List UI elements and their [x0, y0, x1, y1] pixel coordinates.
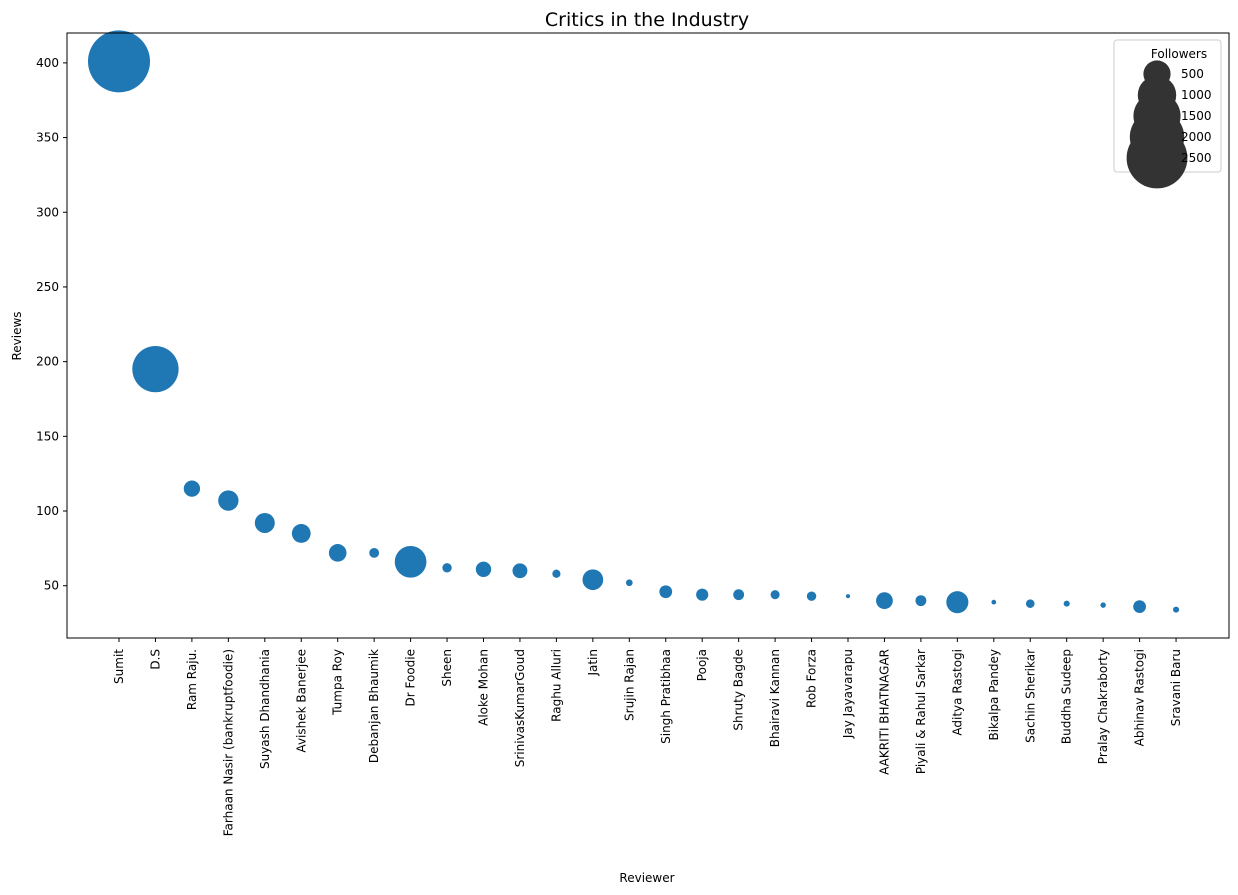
data-point	[218, 490, 239, 511]
y-tick-label: 400	[36, 56, 59, 70]
x-axis: Sumit D.S Ram Raju. Farhaan Nasir (bankrupt…	[112, 638, 1183, 836]
x-tick-label: Tumpa Roy	[331, 649, 345, 716]
x-tick-label: Buddha Sudeep	[1060, 649, 1074, 744]
y-tick-label: 200	[36, 355, 59, 369]
x-axis-title: Reviewer	[619, 871, 674, 885]
x-tick-label: Sheen	[440, 649, 454, 687]
x-tick-label: Sravani Baru	[1169, 649, 1183, 726]
x-tick-label: Piyali & Rahul Sarkar	[914, 649, 928, 774]
x-tick-label: Aditya Rastogi	[950, 649, 964, 736]
x-tick-label: SrinivasKumarGoud	[513, 649, 527, 767]
legend-label: 2000	[1181, 130, 1212, 144]
data-point	[845, 594, 851, 599]
data-point	[876, 592, 893, 610]
data-point	[770, 590, 780, 600]
data-point	[1133, 600, 1146, 614]
data-point	[1025, 599, 1035, 608]
legend-label: 2500	[1181, 151, 1212, 165]
x-tick-label: Dr Foodie	[404, 649, 418, 706]
data-point	[442, 563, 452, 573]
x-tick-label: AAKRITI BHATNAGAR	[877, 649, 891, 775]
data-point	[946, 591, 969, 614]
y-tick-label: 350	[36, 131, 59, 145]
data-point	[512, 563, 528, 579]
x-tick-label: Aloke Mohan	[477, 649, 491, 726]
x-tick-label: Raghu Alluri	[549, 649, 563, 722]
x-tick-label: Debanjan Bhaumik	[367, 649, 381, 763]
x-tick-label: Bikalpa Pandey	[987, 649, 1001, 741]
data-point	[87, 30, 151, 93]
x-tick-label: Pooja	[695, 649, 709, 681]
data-point	[1173, 606, 1180, 613]
data-point	[369, 547, 380, 558]
legend-title: Followers	[1151, 47, 1207, 61]
x-tick-label: Suyash Dhandhania	[258, 649, 272, 769]
legend-label: 500	[1181, 67, 1204, 81]
data-point	[582, 569, 604, 591]
data-point	[132, 345, 179, 393]
y-tick-label: 300	[36, 205, 59, 219]
data-point	[625, 579, 633, 587]
y-tick-label: 150	[36, 429, 59, 443]
x-tick-label: Shruty Bagde	[732, 649, 746, 731]
data-point	[806, 591, 817, 601]
y-axis-title: Reviews	[10, 311, 24, 360]
x-tick-label: Farhaan Nasir (bankruptfoodie)	[221, 649, 235, 836]
legend-label: 1500	[1181, 109, 1212, 123]
points-layer	[87, 30, 1180, 614]
x-tick-label: Bhairavi Kannan	[768, 649, 782, 747]
data-point	[696, 588, 709, 601]
y-tick-label: 100	[36, 504, 59, 518]
x-tick-label: Rob Forza	[805, 649, 819, 708]
data-point	[475, 561, 492, 577]
legend-marker	[1126, 127, 1188, 189]
data-point	[915, 595, 927, 607]
plot-frame	[66, 32, 1230, 639]
x-tick-label: Srujin Rajan	[622, 649, 636, 721]
legend-label: 1000	[1181, 88, 1212, 102]
x-tick-label: Sumit	[112, 649, 126, 684]
y-tick-label: 250	[36, 280, 59, 294]
x-tick-label: D.S	[148, 649, 162, 670]
data-point	[659, 585, 673, 599]
data-point	[552, 569, 561, 578]
data-point	[291, 524, 311, 543]
x-tick-label: Singh Pratibhaa	[659, 649, 673, 744]
x-tick-label: Sachin Sherikar	[1023, 649, 1037, 743]
data-point	[733, 589, 745, 601]
y-tick-label: 50	[44, 579, 59, 593]
data-point	[394, 545, 427, 578]
x-tick-label: Jay Jayavarapu	[841, 649, 855, 739]
legend: Followers 500 1000 1500 2000 2500	[1113, 39, 1222, 189]
data-point	[991, 599, 997, 605]
data-point	[1063, 600, 1070, 607]
chart-title: Critics in the Industry	[545, 9, 749, 31]
data-point	[328, 544, 347, 562]
data-point	[1100, 602, 1106, 608]
y-axis: 50 100 150 200 250 300 350 400	[36, 56, 67, 593]
x-tick-label: Pralay Chakraborty	[1096, 649, 1110, 764]
x-tick-label: Ram Raju.	[185, 649, 199, 710]
data-point	[183, 480, 201, 497]
x-tick-label: Abhinav Rastogi	[1133, 649, 1147, 746]
data-point	[254, 512, 275, 533]
x-tick-label: Avishek Banerjee	[294, 649, 308, 753]
x-tick-label: Jatin	[586, 649, 600, 677]
